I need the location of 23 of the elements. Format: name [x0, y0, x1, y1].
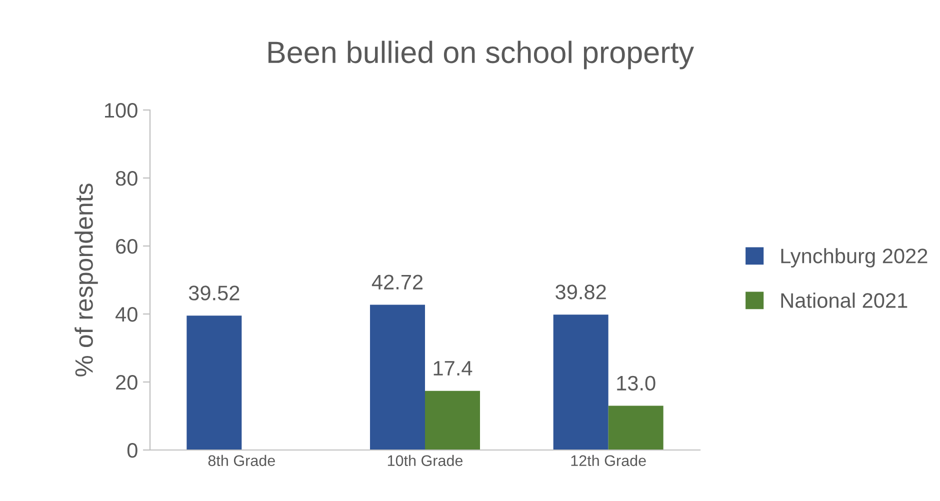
y-tick-label: 40	[116, 307, 138, 322]
y-tick-label: 100	[105, 103, 138, 118]
bar	[608, 406, 664, 450]
bar	[370, 304, 425, 450]
y-tick-label: 20	[116, 375, 138, 390]
data-label: 42.72	[372, 274, 423, 290]
y-axis-title: % of respondents	[74, 184, 98, 376]
data-label: 17.4	[434, 361, 472, 376]
y-tick-label: 80	[116, 171, 138, 186]
legend-label: Lynchburg 2022	[781, 248, 928, 268]
bar	[186, 316, 242, 450]
data-label: 39.52	[188, 286, 240, 300]
chart-title: Been bullied on school property	[268, 40, 694, 70]
y-tick-label: 60	[116, 239, 138, 254]
x-tick-label: 10th Grade	[388, 454, 463, 466]
data-label: 39.82	[556, 284, 606, 300]
bar	[425, 390, 480, 450]
data-label: 13.0	[617, 376, 656, 391]
bar	[553, 314, 608, 450]
x-tick-label: 8th Grade	[208, 454, 275, 466]
x-tick-label: 12th Grade	[571, 454, 646, 466]
y-tick-label: 0	[127, 443, 138, 458]
legend-label: National 2021	[781, 292, 908, 308]
